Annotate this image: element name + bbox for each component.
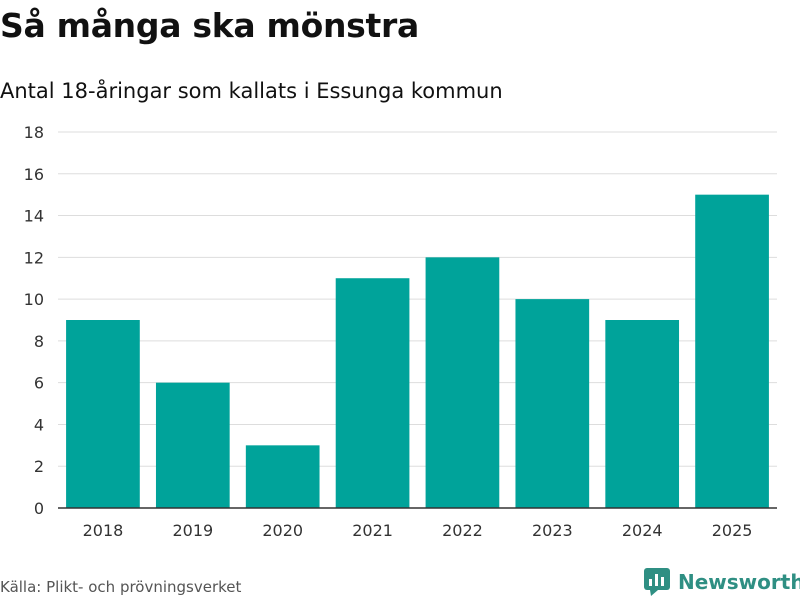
bar-2023 (515, 299, 590, 508)
x-tick-label: 2018 (83, 521, 124, 540)
brand-name: Newsworthy (678, 570, 800, 594)
bar-2024 (605, 320, 680, 508)
bar-2025 (695, 194, 769, 508)
x-tick-label: 2025 (712, 521, 753, 540)
x-tick-label: 2019 (172, 521, 213, 540)
y-tick-label: 8 (34, 332, 44, 351)
x-tick-label: 2022 (442, 521, 483, 540)
x-tick-label: 2024 (622, 521, 663, 540)
y-tick-label: 14 (24, 207, 44, 226)
y-tick-label: 4 (34, 415, 44, 434)
bar-2020 (245, 445, 320, 508)
newsworthy-logo-icon (644, 568, 670, 596)
bar-2019 (155, 382, 230, 508)
brand-logo[interactable]: Newsworthy (644, 568, 800, 596)
y-tick-label: 0 (34, 499, 44, 518)
chart-subtitle: Antal 18-åringar som kallats i Essunga k… (0, 79, 503, 103)
x-tick-label: 2021 (352, 521, 393, 540)
source-note: Källa: Plikt- och prövningsverket (0, 578, 242, 596)
bar-chart: 0 2 4 6 8 10 12 14 16 18 2018 2019 2020 2021 2022 2023 2… (24, 123, 777, 540)
x-tick-label: 2023 (532, 521, 573, 540)
chart-title: Så många ska mönstra (0, 6, 419, 45)
bar-2022 (425, 257, 500, 508)
y-tick-label: 10 (24, 290, 44, 309)
y-tick-label: 12 (24, 248, 44, 267)
bar-2018 (66, 320, 140, 508)
y-tick-label: 2 (34, 457, 44, 476)
y-tick-label: 6 (34, 374, 44, 393)
y-tick-label: 18 (24, 123, 44, 142)
x-tick-label: 2020 (262, 521, 303, 540)
bar-2021 (335, 278, 410, 508)
y-tick-label: 16 (24, 165, 44, 184)
